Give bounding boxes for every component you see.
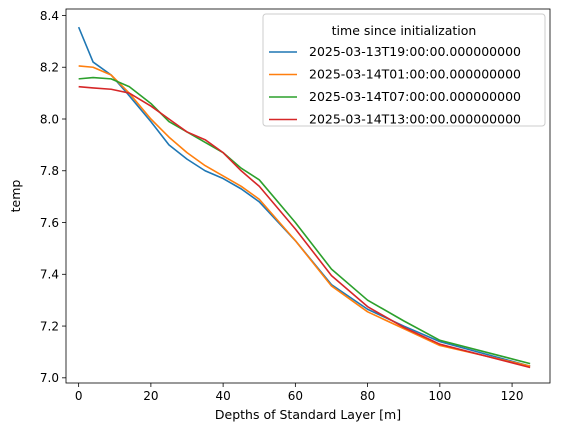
y-tick-label: 7.2 (40, 319, 59, 333)
legend-items: 2025-03-13T19:00:00.000000000 2025-03-14T… (269, 44, 521, 127)
ticks-layer: 0 20 40 60 80 100 120 7.0 7.2 7.4 7.6 7.8 8.0 8.2 8.4 (40, 9, 524, 403)
legend-box (262, 13, 546, 127)
y-tick-label: 8.0 (40, 112, 59, 126)
series-line-1 (77, 26, 531, 367)
legend-label-2: 2025-03-14T01:00:00.000000000 (309, 67, 521, 82)
x-tick-label: 40 (215, 389, 230, 403)
y-tick-label: 8.2 (40, 61, 59, 75)
x-tick-label: 60 (288, 389, 303, 403)
x-tick-label: 100 (428, 389, 451, 403)
legend-label-4: 2025-03-14T13:00:00.000000000 (309, 112, 521, 127)
x-tick-label: 20 (143, 389, 158, 403)
series-line-4 (78, 85, 531, 369)
x-tick-label: 0 (75, 389, 83, 403)
x-tick-label: 120 (501, 389, 524, 403)
legend-title: time since initialization (332, 23, 477, 38)
plot-frame (65, 8, 551, 384)
y-tick-label: 7.0 (40, 371, 59, 385)
series-layer (77, 26, 531, 369)
y-tick-label: 7.6 (40, 216, 59, 230)
y-tick-label: 7.8 (40, 164, 59, 178)
legend: time since initialization 2025-03-13T19:… (262, 13, 546, 127)
y-tick-label: 8.4 (40, 9, 59, 23)
y-tick-label: 7.4 (40, 268, 59, 282)
x-tick-label: 80 (360, 389, 375, 403)
legend-label-1: 2025-03-13T19:00:00.000000000 (309, 44, 521, 59)
series-line-2 (78, 65, 531, 367)
x-axis-label: Depths of Standard Layer [m] (215, 407, 401, 422)
y-axis-label: temp (8, 180, 23, 213)
legend-label-3: 2025-03-14T07:00:00.000000000 (309, 89, 521, 104)
